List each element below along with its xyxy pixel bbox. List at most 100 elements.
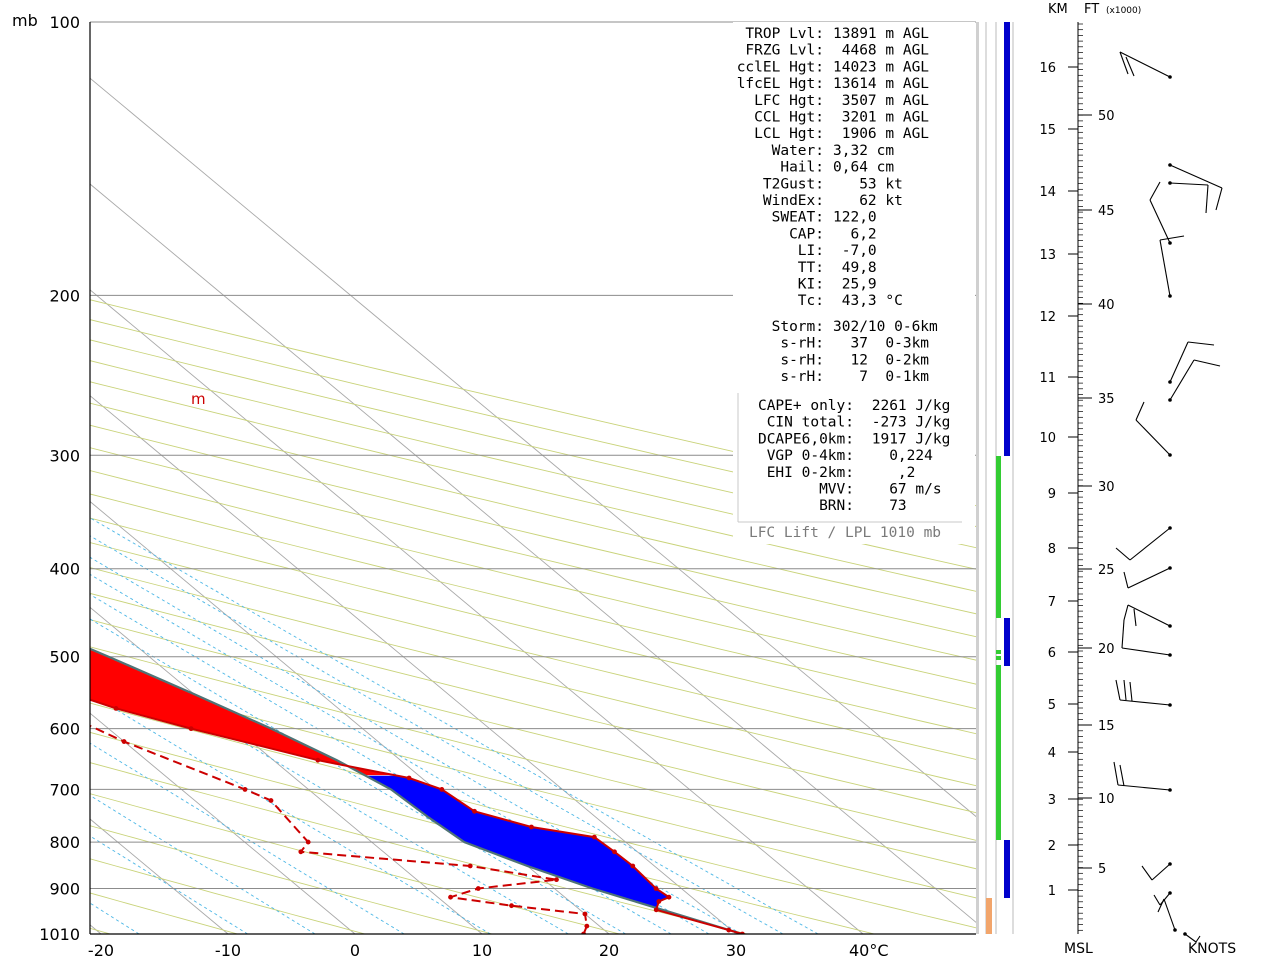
param-value: 49,8	[833, 260, 877, 276]
bar-separator	[976, 22, 979, 934]
param-label: LFC Hgt:	[754, 93, 824, 109]
dewpoint-point	[298, 849, 304, 855]
wind-barb-flag	[1157, 898, 1165, 913]
wind-barb-base	[1168, 788, 1172, 792]
param-label: Tc:	[798, 293, 824, 309]
km-tick-label: 3	[1048, 793, 1056, 808]
wind-barb-base	[1168, 241, 1172, 245]
param-label: DCAPE6,0km:	[758, 431, 854, 447]
wind-barb-flag	[1215, 187, 1223, 211]
dry-adiabat	[90, 299, 976, 507]
bar-green	[996, 650, 1001, 654]
param-label: TT:	[798, 260, 824, 276]
bar-blue	[1004, 840, 1010, 898]
ft-tick-label: 25	[1098, 563, 1115, 578]
ft-tick-label: 35	[1098, 392, 1115, 407]
param-value: ,2	[863, 465, 915, 481]
pressure-tick-label: 500	[49, 648, 80, 667]
ft-tick-label: 15	[1098, 719, 1115, 734]
wind-barb-base	[1168, 526, 1172, 530]
param-value: 53 kt	[833, 176, 903, 192]
dry-adiabat	[90, 339, 976, 549]
params-panel	[733, 22, 975, 544]
isotherm	[90, 500, 610, 934]
pressure-unit-label: mb	[12, 11, 38, 30]
param-value: 0,224	[863, 448, 933, 464]
bar-green	[996, 656, 1001, 660]
km-tick-label: 11	[1039, 371, 1056, 386]
params-footer: LFC Lift / LPL 1010 mb	[749, 525, 941, 541]
temperature-point	[653, 886, 659, 891]
temperature-point	[188, 726, 194, 732]
param-value: 13891 m AGL	[833, 26, 929, 42]
pressure-tick-label: 400	[49, 560, 80, 579]
ft-tick-label: 45	[1098, 204, 1115, 219]
isotherm	[90, 606, 483, 934]
param-value: 6,2	[833, 226, 877, 242]
temperature-point	[630, 863, 636, 869]
msl-label: MSL	[1064, 941, 1093, 957]
km-tick-label: 9	[1048, 487, 1056, 502]
wind-barb-flag	[1115, 679, 1121, 701]
mixing-ratio-line	[90, 693, 491, 934]
dewpoint-point	[584, 923, 590, 929]
km-tick-label: 7	[1048, 595, 1056, 610]
dry-adiabat	[90, 793, 620, 934]
pressure-tick-label: 1010	[39, 925, 80, 944]
wind-barb-shaft	[1135, 419, 1171, 456]
wind-barb-base	[1168, 380, 1172, 384]
wind-barb-flag	[1115, 547, 1131, 561]
wind-barb-base	[1183, 932, 1187, 936]
ft-tick-label: 20	[1098, 642, 1115, 657]
param-value: -273 J/kg	[863, 415, 950, 431]
isotherm	[90, 289, 864, 934]
wind-barb-base	[1168, 453, 1172, 457]
wind-barb-base	[1168, 624, 1172, 628]
param-label: CAPE+ only:	[758, 398, 854, 414]
dewpoint-point	[121, 739, 127, 744]
dewpoint-point	[582, 911, 588, 917]
temperature-point	[653, 907, 659, 913]
wind-barb-flag	[1159, 235, 1185, 241]
wind-barb-base	[1173, 928, 1177, 932]
temperature-tick-label: -10	[215, 941, 241, 960]
param-label: BRN:	[819, 498, 854, 514]
wind-barb-shaft	[1149, 199, 1171, 244]
pressure-tick-label: 200	[49, 286, 80, 305]
param-label: s-rH:	[780, 336, 824, 352]
km-tick-label: 5	[1048, 698, 1056, 713]
wind-barb-shaft	[1169, 341, 1189, 383]
wind-barb-base	[1168, 653, 1172, 657]
dry-adiabat	[90, 825, 493, 934]
wind-barb-flag	[1125, 56, 1135, 77]
mixing-ratio-line	[90, 517, 819, 934]
param-value: 2261 J/kg	[863, 398, 950, 414]
param-value: 3507 m AGL	[833, 93, 929, 109]
param-value: 3,32 cm	[833, 143, 894, 159]
bar-blue	[1004, 22, 1010, 456]
level-bars	[976, 22, 1014, 934]
dewpoint-line	[90, 724, 588, 934]
wind-barb-flag	[1119, 51, 1129, 75]
param-label: EHI 0-2km:	[767, 465, 854, 481]
wind-barb-flag	[1195, 935, 1201, 943]
temperature-point	[315, 757, 321, 763]
wind-barb-base	[1168, 891, 1172, 895]
dewpoint-point	[509, 903, 514, 909]
mixing-ratio-line	[0, 468, 7, 934]
param-value: 73	[863, 498, 907, 514]
param-value: 1906 m AGL	[833, 126, 929, 142]
dewpoint-point	[65, 713, 70, 718]
wind-barb-base	[1168, 398, 1172, 402]
wind-barb-base	[1168, 566, 1172, 570]
dry-adiabat	[90, 567, 976, 787]
ft-tick-label: 30	[1098, 480, 1115, 495]
temperature-tick-label: 0	[350, 941, 360, 960]
wind-barb-flag	[1141, 865, 1153, 881]
wind-barb-shaft	[1117, 784, 1171, 791]
temperature-tick-label: 10	[472, 941, 492, 960]
mixing-ratio-line	[90, 556, 742, 934]
param-value: 3201 m AGL	[833, 110, 929, 126]
wind-barb-shaft	[1127, 567, 1171, 589]
